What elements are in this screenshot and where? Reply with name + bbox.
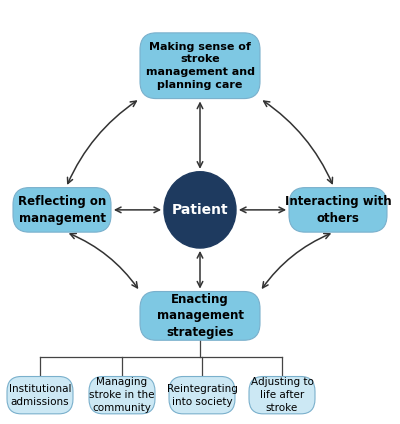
Text: Interacting with
others: Interacting with others — [285, 195, 391, 225]
FancyBboxPatch shape — [249, 377, 315, 414]
FancyBboxPatch shape — [169, 377, 235, 414]
Circle shape — [164, 172, 236, 248]
Text: Adjusting to
life after
stroke: Adjusting to life after stroke — [250, 377, 314, 413]
FancyBboxPatch shape — [140, 33, 260, 99]
Text: Making sense of
stroke
management and
planning care: Making sense of stroke management and pl… — [146, 42, 254, 90]
FancyBboxPatch shape — [289, 187, 387, 232]
FancyBboxPatch shape — [13, 187, 111, 232]
FancyBboxPatch shape — [140, 292, 260, 340]
Text: Enacting
management
strategies: Enacting management strategies — [156, 293, 244, 339]
Text: Reintegrating
into society: Reintegrating into society — [166, 384, 238, 407]
FancyBboxPatch shape — [89, 377, 155, 414]
Text: Patient: Patient — [172, 203, 228, 217]
Text: Managing
stroke in the
community: Managing stroke in the community — [89, 377, 155, 413]
FancyBboxPatch shape — [7, 377, 73, 414]
Text: Institutional
admissions: Institutional admissions — [9, 384, 71, 407]
Text: Reflecting on
management: Reflecting on management — [18, 195, 106, 225]
